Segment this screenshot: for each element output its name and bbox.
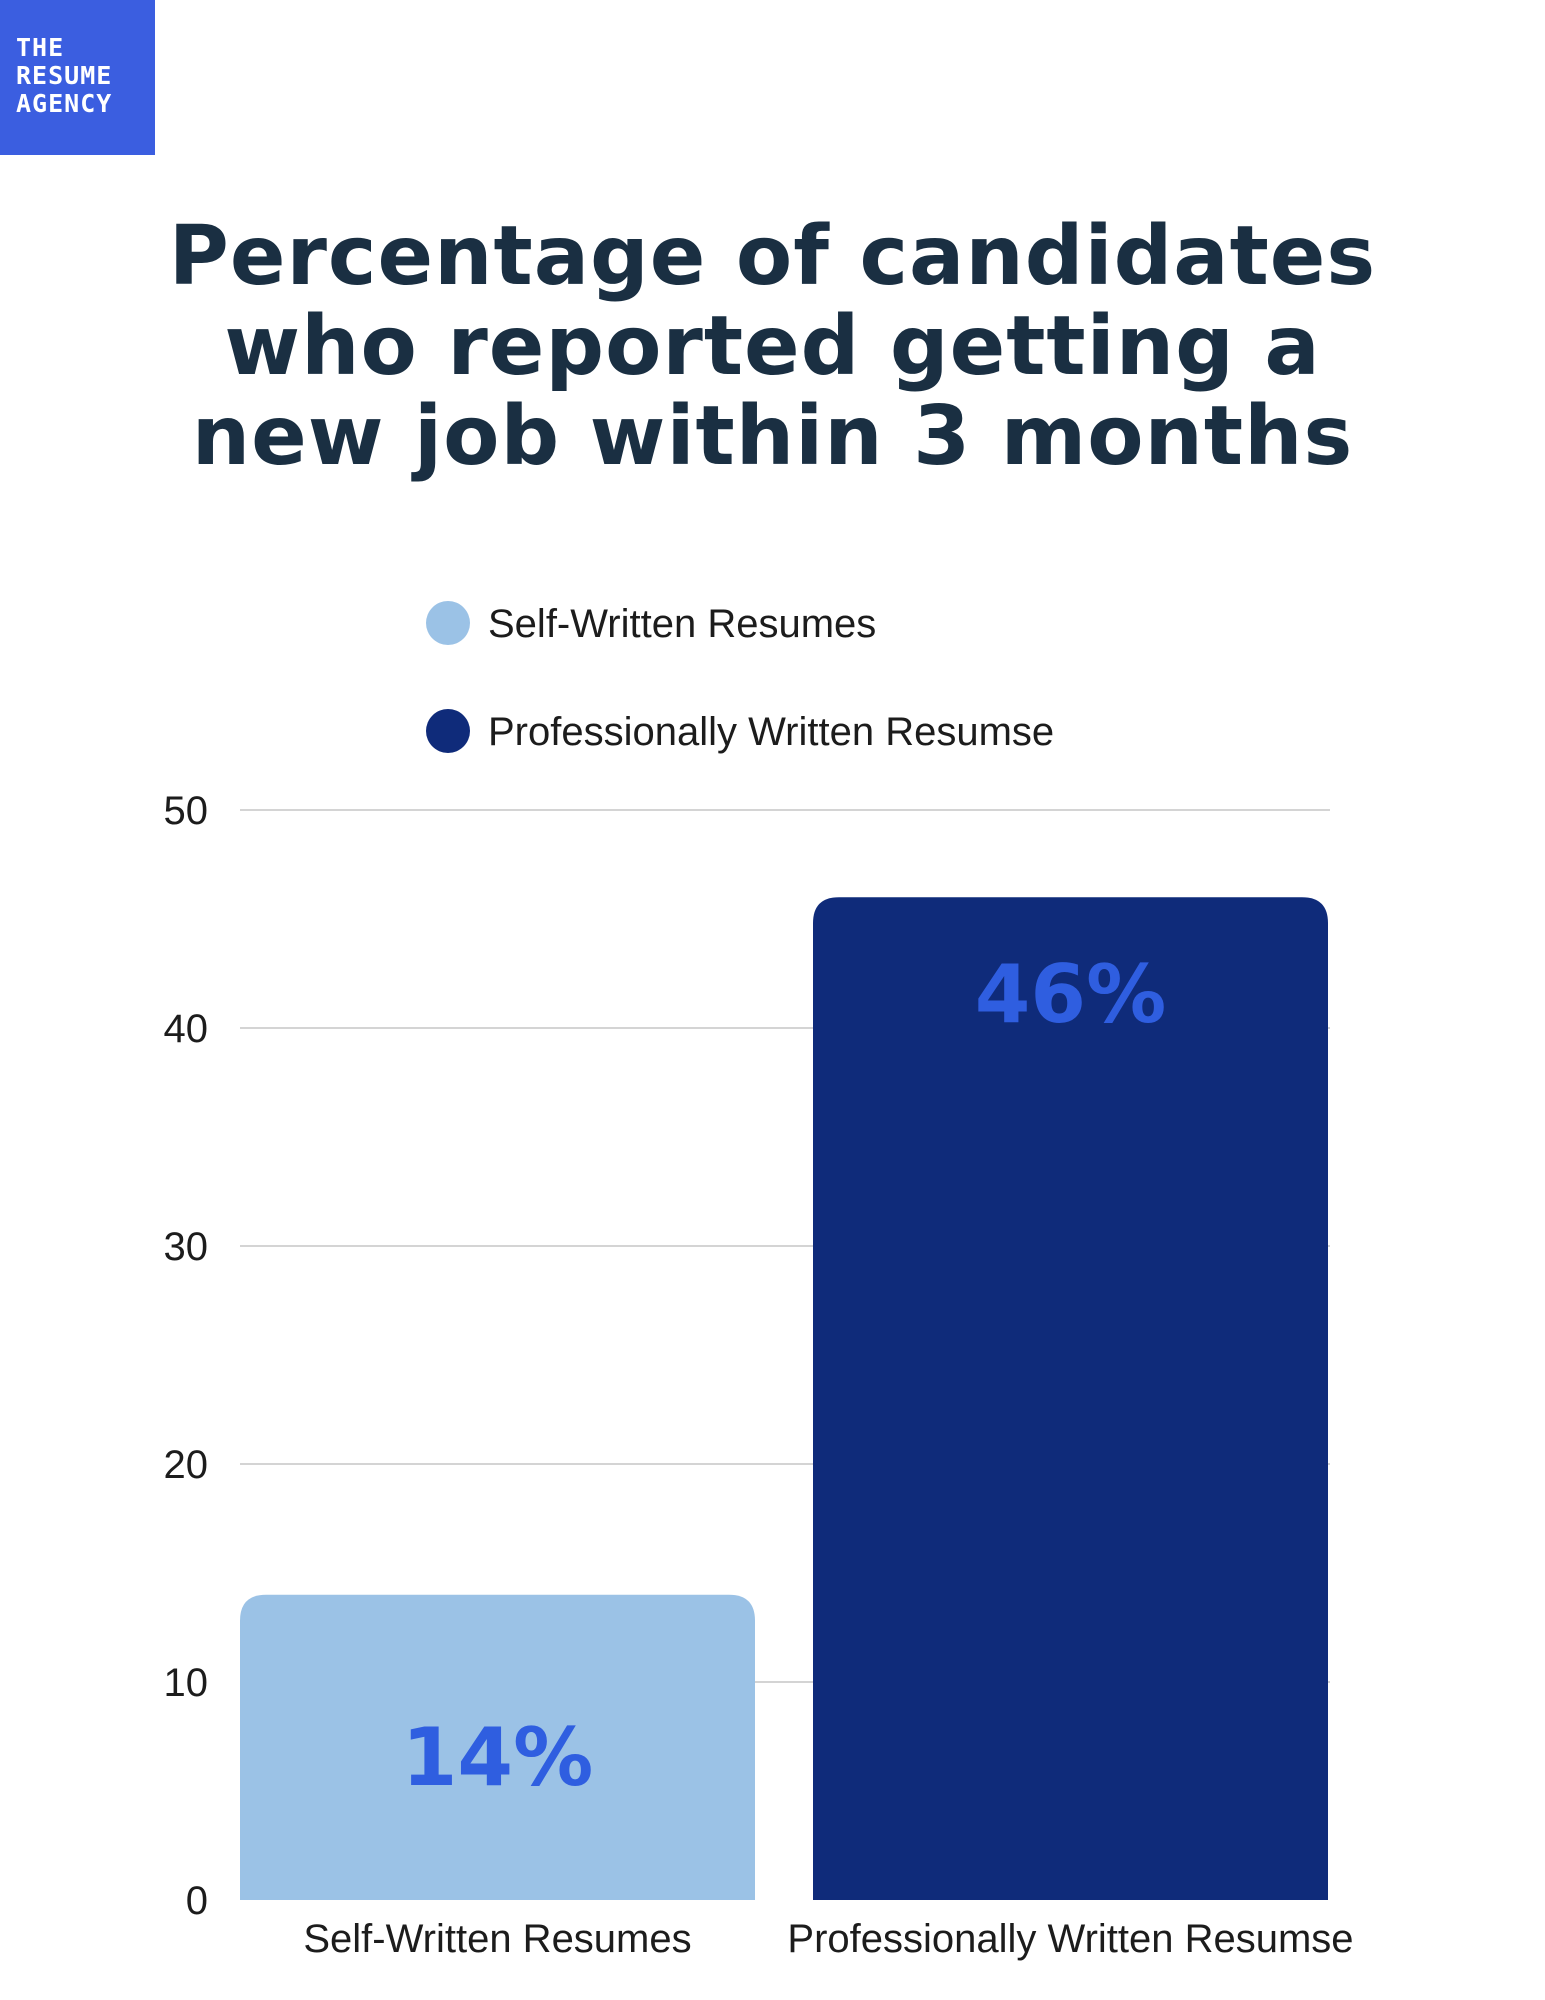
logo-line: RESUME — [16, 61, 113, 90]
x-tick-label: Self-Written Resumes — [303, 1917, 691, 1961]
y-tick-label: 40 — [164, 1007, 209, 1051]
chart-title: Percentage of candidates who reported ge… — [0, 212, 1545, 482]
chart-title-line: who reported getting a — [224, 299, 1321, 394]
logo-line: AGENCY — [16, 89, 113, 118]
legend-swatch-self-written — [426, 601, 470, 645]
bar-self-written — [240, 1594, 755, 1900]
y-tick-label: 10 — [164, 1661, 209, 1705]
y-tick-label: 20 — [164, 1443, 209, 1487]
legend-label-self-written: Self-Written Resumes — [488, 602, 877, 646]
logo-line: THE — [16, 33, 65, 62]
data-label: 46% — [975, 948, 1166, 1041]
y-tick-label: 30 — [164, 1225, 209, 1269]
chart-title-line: new job within 3 months — [191, 389, 1354, 484]
y-tick-label: 0 — [186, 1879, 208, 1923]
bar-professional — [813, 897, 1328, 1900]
y-tick-label: 50 — [164, 789, 209, 833]
legend-swatch-professional — [426, 709, 470, 753]
chart-title-line: Percentage of candidates — [168, 209, 1377, 304]
brand-logo: THE RESUME AGENCY — [0, 0, 155, 155]
data-label: 14% — [402, 1711, 593, 1804]
legend-label-professional: Professionally Written Resumse — [488, 710, 1055, 754]
x-tick-label: Professionally Written Resumse — [787, 1917, 1353, 1961]
